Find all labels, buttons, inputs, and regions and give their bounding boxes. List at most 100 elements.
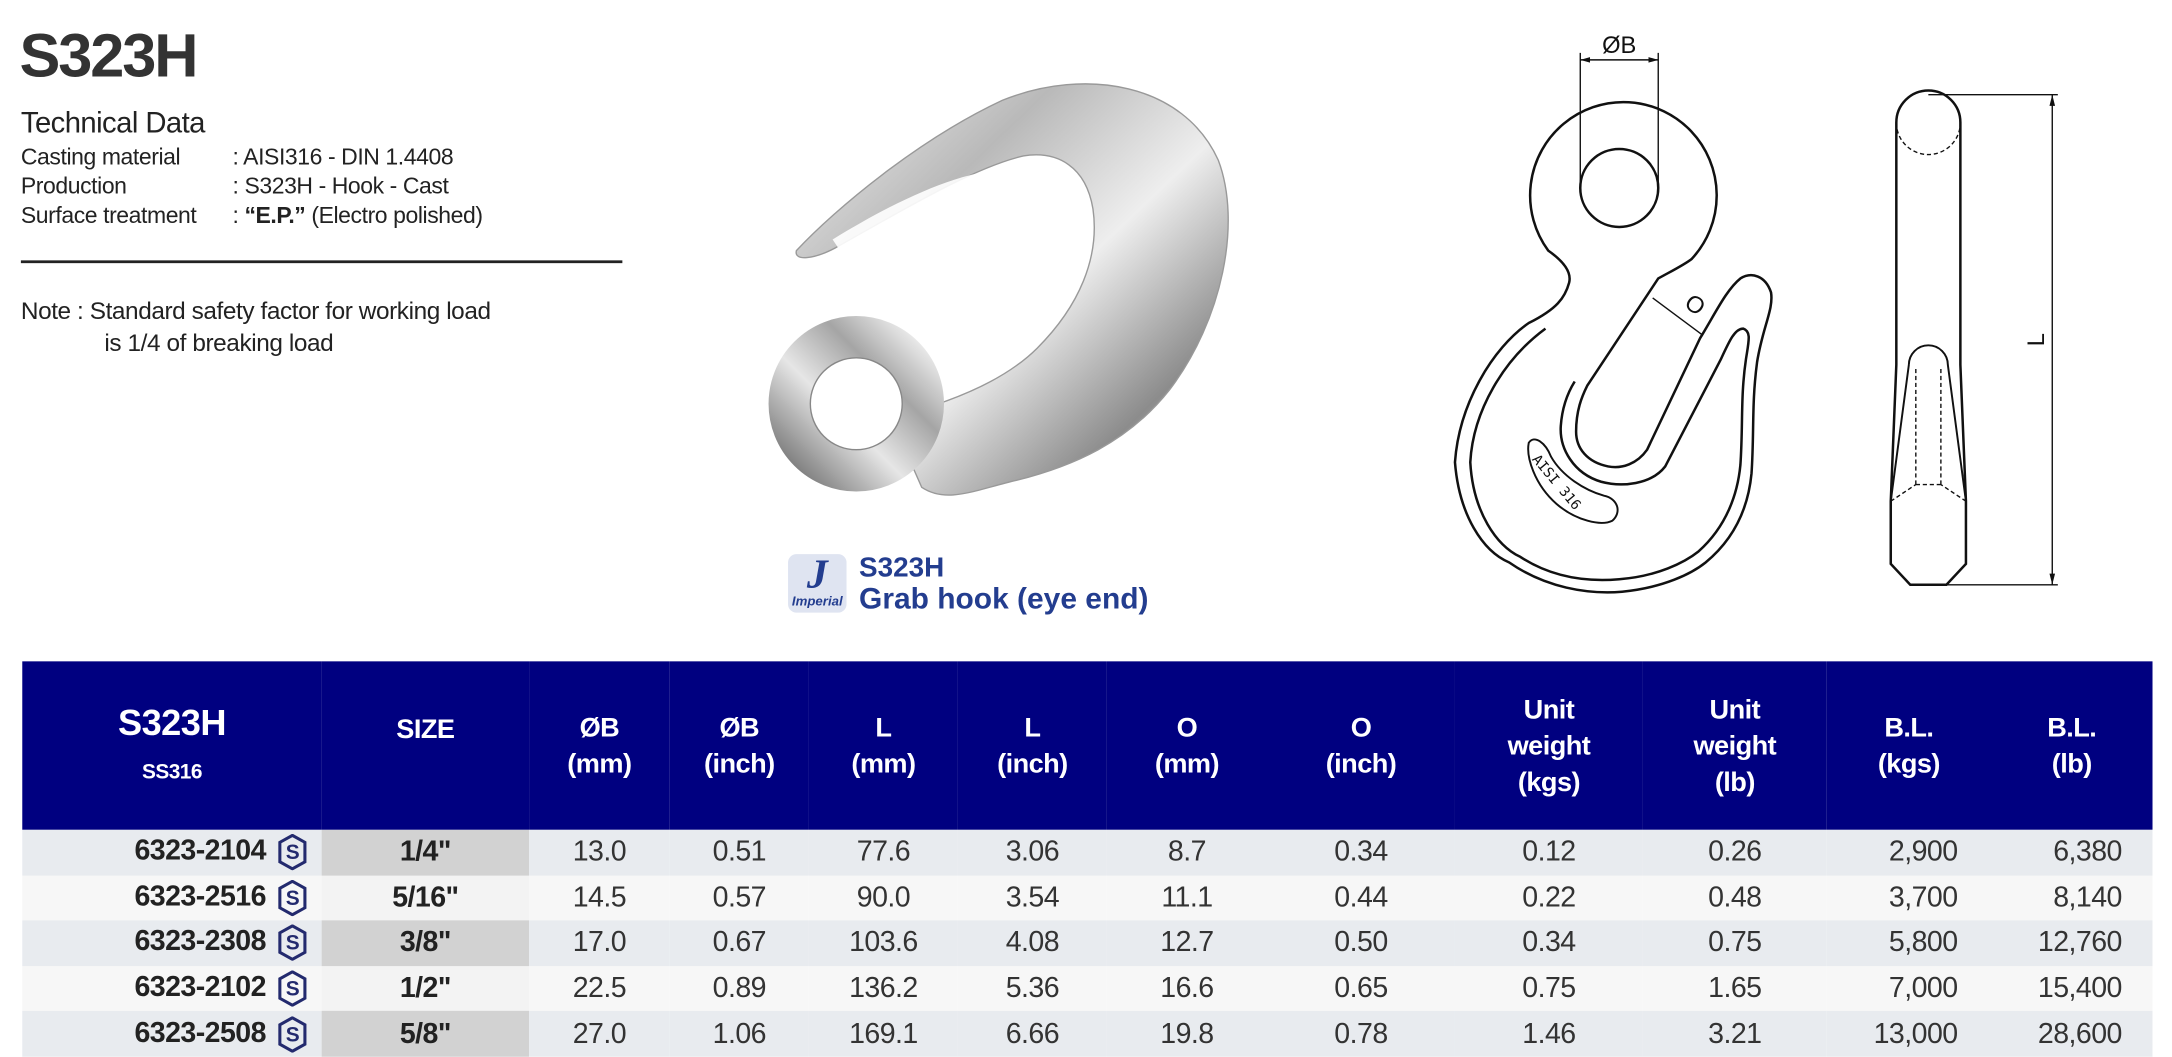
cell-value: 3/8" xyxy=(399,926,452,959)
column-header-line: (inch) xyxy=(1325,748,1397,779)
table-cell: 0.75 xyxy=(1642,920,1827,966)
cell-value: 19.8 xyxy=(1160,1017,1214,1050)
table-cell: 7,000 xyxy=(1826,965,1992,1012)
cell-value: 7,000 xyxy=(1888,971,1958,1004)
table-cell: 17.0 xyxy=(529,920,670,966)
cell-value: 11.1 xyxy=(1161,881,1213,914)
cell-value: 13,000 xyxy=(1873,1017,1959,1050)
cell-value: 0.50 xyxy=(1334,926,1388,959)
table-cell: 3,700 xyxy=(1826,875,1992,921)
cell-value: 1.46 xyxy=(1522,1017,1576,1050)
cell-value: 6323-2516 xyxy=(134,880,266,913)
table-cell: 0.12 xyxy=(1454,829,1643,876)
column-header-line: (kgs) xyxy=(1877,748,1941,779)
cell-value: 1.65 xyxy=(1708,971,1762,1004)
cell-value: 0.51 xyxy=(712,835,767,868)
eye-hole xyxy=(1579,147,1660,229)
item-code-cell: 6323-2516 S xyxy=(22,875,322,921)
stainless-s-hexagon-icon: S xyxy=(278,1015,307,1053)
cell-value: 5.36 xyxy=(1005,971,1060,1004)
table-cell: 8.7 xyxy=(1106,829,1268,876)
spec-casting-material: Casting material: AISI316 - DIN 1.4408 xyxy=(21,144,454,171)
cell-value: 13.0 xyxy=(572,835,627,868)
column-header: SIZE xyxy=(321,661,530,830)
spec-surface-treatment: Surface treatment: “E.P.” (Electro polis… xyxy=(21,203,483,229)
dim-o-line xyxy=(1652,297,1702,335)
hook-slot xyxy=(832,169,1053,297)
cell-value: 3.21 xyxy=(1708,1017,1762,1050)
hook-body xyxy=(795,83,1229,496)
cell-value: 0.75 xyxy=(1522,971,1576,1004)
cell-value: 3,700 xyxy=(1888,881,1958,914)
cell-value: 0.57 xyxy=(712,881,767,914)
cell-value: 0.67 xyxy=(712,926,767,959)
stainless-s-hexagon-icon: S xyxy=(278,970,307,1008)
hook-outline xyxy=(1453,100,1773,594)
table-cell: 6.66 xyxy=(957,1011,1107,1057)
header-model-code: S323H xyxy=(117,701,226,743)
item-code-cell: 6323-2104 S xyxy=(22,829,322,876)
table-cell: 103.6 xyxy=(808,920,958,966)
table-row: 6323-2104 S 1/4" 13.0 0.51 77.6 3.06 8.7 0.34 0.1… xyxy=(22,829,2153,876)
column-header-line: Unit xyxy=(1709,694,1761,725)
cell-value: 4.08 xyxy=(1005,926,1060,959)
column-header-line: (lb) xyxy=(1714,766,1756,798)
cell-value: 1/2" xyxy=(399,971,452,1004)
cell-value: 0.89 xyxy=(712,971,767,1004)
header-material: SS316 xyxy=(141,759,202,784)
cell-value: 5/8" xyxy=(399,1017,452,1050)
column-header-line: O xyxy=(1350,712,1372,743)
divider xyxy=(20,260,623,264)
table-cell: 0.65 xyxy=(1267,965,1455,1012)
table-cell: 136.2 xyxy=(808,965,958,1012)
side-view-hidden-lines xyxy=(1890,368,1967,502)
spec-value: : AISI316 - DIN 1.4408 xyxy=(232,144,454,170)
table-row: 6323-2508 S 5/8" 27.0 1.06 169.1 6.66 19.8 0.78 1… xyxy=(22,1011,2153,1057)
hook-eye-ring xyxy=(768,316,944,492)
table-cell: 1.06 xyxy=(669,1011,809,1057)
spec-label: Production xyxy=(20,174,127,200)
cell-value: 3.54 xyxy=(1005,881,1060,914)
caption-code: S323H xyxy=(859,552,945,584)
item-code-cell: 6323-2508 S xyxy=(22,1011,322,1057)
cell-value: 0.22 xyxy=(1522,881,1576,914)
table-cell: 90.0 xyxy=(808,875,958,921)
column-header: ØB (mm) xyxy=(529,661,670,830)
table-cell: 13.0 xyxy=(529,829,670,876)
column-header: O (inch) xyxy=(1267,661,1455,830)
cell-value: 0.78 xyxy=(1334,1017,1388,1050)
dim-o-label: O xyxy=(1679,290,1709,322)
cell-value: 77.6 xyxy=(856,835,911,868)
spec-value-rest: (Electro polished) xyxy=(305,203,483,229)
cell-value: 0.48 xyxy=(1708,881,1762,914)
column-header: L (mm) xyxy=(808,661,958,830)
cell-value: 6323-2508 xyxy=(134,1016,266,1049)
cell-value: 14.5 xyxy=(572,881,627,914)
table-cell: 1.65 xyxy=(1642,965,1827,1012)
stainless-s-hexagon-icon: S xyxy=(278,834,307,871)
cell-value: 6,380 xyxy=(2053,835,2122,868)
table-cell: 0.89 xyxy=(669,965,809,1012)
size-cell: 3/8" xyxy=(321,920,530,966)
cell-value: 0.75 xyxy=(1708,926,1762,959)
stainless-s-hexagon-icon: S xyxy=(278,879,307,917)
cell-value: 16.6 xyxy=(1160,971,1214,1004)
table-row: 6323-2102 S 1/2" 22.5 0.89 136.2 5.36 16.6 0.65 0… xyxy=(22,965,2153,1012)
column-header-line: B.L. xyxy=(1884,712,1934,743)
column-header-line: B.L. xyxy=(2047,712,2097,743)
table-cell: 0.44 xyxy=(1267,875,1455,921)
column-header: B.L. (lb) xyxy=(1991,661,2153,830)
cell-value: 12.7 xyxy=(1160,926,1214,959)
hook-inner-outline xyxy=(1469,327,1750,582)
cell-value: 1.06 xyxy=(712,1017,767,1050)
column-header-line: ØB xyxy=(719,712,760,743)
table-cell: 0.34 xyxy=(1454,920,1643,966)
column-header-line: Unit xyxy=(1523,694,1575,725)
cell-value: 0.26 xyxy=(1708,835,1762,868)
column-header-line: O xyxy=(1176,712,1198,743)
spec-production: Production: S323H - Hook - Cast xyxy=(21,174,449,200)
column-header: ØB (inch) xyxy=(669,661,809,830)
cell-value: 12,760 xyxy=(2037,926,2123,959)
